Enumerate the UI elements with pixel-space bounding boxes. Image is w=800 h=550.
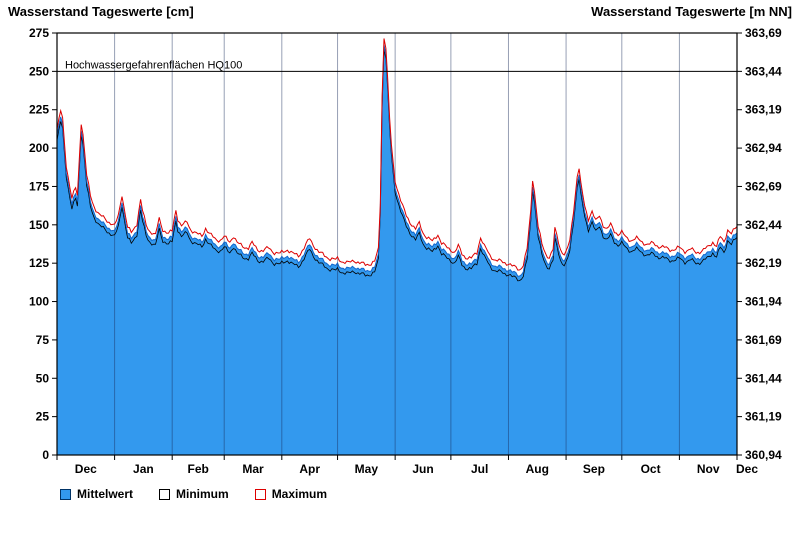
chart-title-right: Wasserstand Tageswerte [m NN] — [591, 4, 792, 19]
minimum-swatch-icon — [159, 488, 171, 500]
x-axis-month-label: Apr — [299, 462, 320, 476]
legend-item-minimum: Minimum — [159, 487, 229, 501]
x-axis-month-label: Dec — [75, 462, 97, 476]
water-level-chart: Hochwassergefahrenflächen HQ100 0 360,94 25… — [29, 26, 782, 476]
x-axis-month-label: Feb — [188, 462, 209, 476]
maximum-swatch-icon — [254, 488, 266, 500]
y-right-axis-label: 361,69 — [745, 333, 782, 347]
x-axis-month-label: Dec — [736, 462, 758, 476]
y-left-axis-label: 175 — [29, 179, 49, 193]
x-axis-month-label: Nov — [697, 462, 720, 476]
month-grid-lines — [114, 33, 680, 455]
legend-item-maximum: Maximum — [254, 487, 328, 501]
y-left-axis-label: 0 — [42, 448, 49, 462]
chart-legend: Mittelwert Minimum Maximum — [60, 487, 327, 501]
x-axis-month-label: Mar — [242, 462, 264, 476]
y-right-axis-label: 362,94 — [745, 141, 782, 155]
legend-item-mittelwert: Mittelwert — [60, 487, 133, 501]
x-axis-month-label: May — [355, 462, 379, 476]
x-axis-month-label: Jul — [471, 462, 488, 476]
y-left-axis-label: 200 — [29, 141, 49, 155]
y-left-axis-label: 275 — [29, 26, 49, 40]
y-left-axis-label: 125 — [29, 256, 49, 270]
hq100-label: Hochwassergefahrenflächen HQ100 — [65, 59, 242, 71]
chart-title-left: Wasserstand Tageswerte [cm] — [8, 4, 194, 19]
mean-area-series — [57, 44, 737, 455]
x-axis-month-label: Jun — [412, 462, 433, 476]
max-line-series — [56, 38, 738, 271]
x-axis-month-label: Oct — [641, 462, 661, 476]
x-axis-month-label: Jan — [133, 462, 154, 476]
y-right-axis-label: 360,94 — [745, 448, 782, 462]
mittelwert-swatch-icon — [60, 488, 71, 500]
y-right-axis-label: 361,44 — [745, 371, 782, 385]
y-left-axis-label: 25 — [36, 410, 50, 424]
y-left-axis-label: 225 — [29, 103, 49, 117]
y-left-axis-label: 250 — [29, 64, 49, 78]
y-right-axis-label: 363,19 — [745, 103, 782, 117]
y-right-axis-label: 362,69 — [745, 179, 782, 193]
y-left-axis-label: 50 — [36, 371, 50, 385]
y-left-axis-label: 100 — [29, 295, 49, 309]
plot-frame — [56, 32, 738, 456]
y-left-axis-label: 150 — [29, 218, 49, 232]
legend-label-maximum: Maximum — [271, 487, 328, 501]
y-left-axis-label: 75 — [36, 333, 50, 347]
y-right-axis-label: 361,19 — [745, 410, 782, 424]
y-right-axis-label: 363,44 — [745, 64, 782, 78]
x-axis-month-label: Sep — [583, 462, 605, 476]
y-right-axis-label: 361,94 — [745, 295, 782, 309]
min-line-series — [56, 49, 738, 282]
legend-label-minimum: Minimum — [176, 487, 229, 501]
y-right-axis-label: 362,44 — [745, 218, 782, 232]
legend-label-mittelwert: Mittelwert — [77, 487, 134, 501]
y-right-axis-label: 362,19 — [745, 256, 782, 270]
y-right-axis-label: 363,69 — [745, 26, 782, 40]
chart-titles: Wasserstand Tageswerte [cm] Wasserstand … — [8, 4, 792, 19]
x-axis-month-label: Aug — [526, 462, 549, 476]
mean-line-series — [56, 44, 738, 277]
